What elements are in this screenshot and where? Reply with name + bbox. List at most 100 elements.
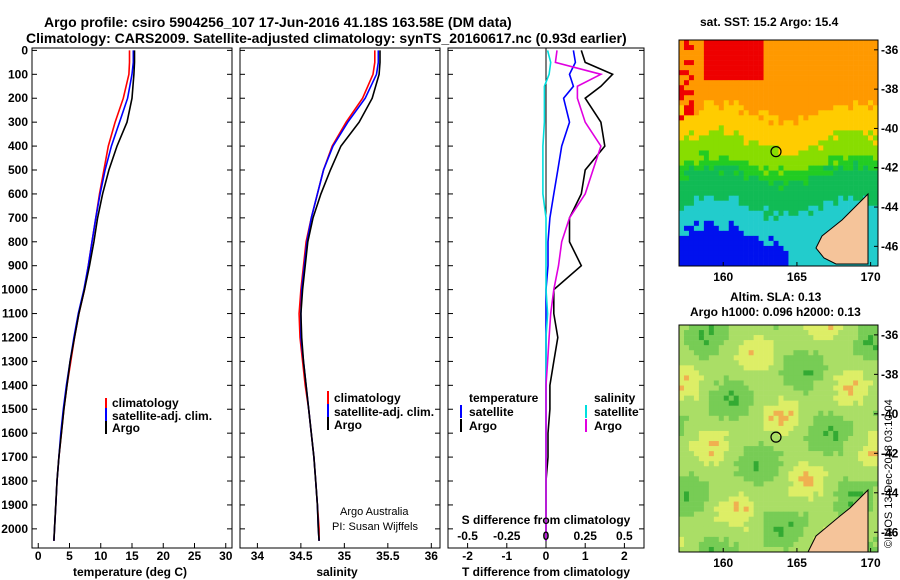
map-cell [833,190,839,196]
map-cell [743,536,749,543]
map-cell [738,415,744,422]
map-cell [788,135,794,141]
map-cell [828,481,834,487]
map-cell [738,526,744,533]
map-cell [788,536,794,543]
map-cell [818,390,824,396]
map-cell [718,260,725,267]
map-cell [758,375,764,381]
map-cell [713,456,720,462]
map-cell [833,441,839,447]
map-cell [823,200,829,207]
map-cell [713,260,720,267]
map-cell [833,85,839,91]
map-cell [823,466,829,472]
map-cell [808,355,814,361]
map-cell [693,175,700,181]
map-cell [773,405,779,412]
map-cell [803,430,809,437]
map-cell [803,225,809,232]
map-cell [728,200,735,207]
map-cell [698,205,705,212]
map-cell [808,425,814,432]
map-cell [813,50,819,56]
map-cell [853,340,859,346]
map-cell [768,180,774,186]
map-cell [823,135,829,141]
map-cell [853,160,859,166]
map-cell [863,190,869,196]
map-cell [708,516,715,523]
map-cell [833,120,839,126]
map-cell [813,425,819,432]
map-cell [763,491,769,497]
map-cell [748,405,754,412]
map-cell [738,446,744,452]
map-cell [793,345,799,351]
map-cell [763,185,769,191]
map-cell [788,541,794,548]
map-cell [758,190,764,196]
map-cell [798,491,804,497]
map-cell [798,155,804,161]
map-cell [763,210,769,217]
map-cell [708,405,715,412]
map-cell [743,100,749,106]
map-cell [818,370,824,376]
map-cell [683,150,690,156]
map-cell [693,215,700,222]
map-cell [773,255,779,262]
map-cell [843,165,849,171]
map-cell [848,200,854,207]
map-cell [713,365,720,371]
map-cell [763,430,769,437]
map-cell [833,491,839,497]
map-cell [688,260,695,267]
map-cell [818,385,824,391]
map-cell [803,491,809,497]
map-cell [778,511,784,517]
x-tick-label: 35 [338,549,352,563]
map-cell [788,456,794,462]
map-cell [693,125,700,131]
map-cell [868,250,874,257]
map-cell [758,481,764,487]
map-cell [708,155,715,161]
map-cell [718,110,725,116]
map-cell [818,50,824,56]
map-cell [688,245,695,252]
map-cell [868,220,874,227]
map-cell [698,120,705,126]
map-cell [868,240,874,247]
map-cell [718,345,725,351]
map-cell [788,415,794,422]
map-cell [748,255,754,262]
map-cell [838,110,844,116]
map-cell [748,395,754,401]
map-cell [698,446,705,452]
map-cell [868,190,874,196]
map-cell [758,230,764,237]
map-cell [828,80,834,86]
map-cell [723,105,730,111]
map-cell [788,481,794,487]
map-cell [803,155,809,161]
map-cell [763,120,769,126]
map-cell [798,130,804,136]
map-cell [708,340,715,346]
map-cell [679,135,685,141]
map-cell [718,120,725,126]
map-cell [753,541,759,548]
map-cell [818,75,824,81]
map-cell [748,210,754,217]
map-cell [778,250,784,257]
map-cell [698,155,705,161]
map-cell [743,45,749,51]
map-cell [798,476,804,482]
map-cell [733,105,739,111]
map-cell [858,175,864,181]
map-cell [863,85,869,91]
map-cell [698,345,705,351]
map-cell [808,501,814,507]
map-cell [718,125,725,131]
